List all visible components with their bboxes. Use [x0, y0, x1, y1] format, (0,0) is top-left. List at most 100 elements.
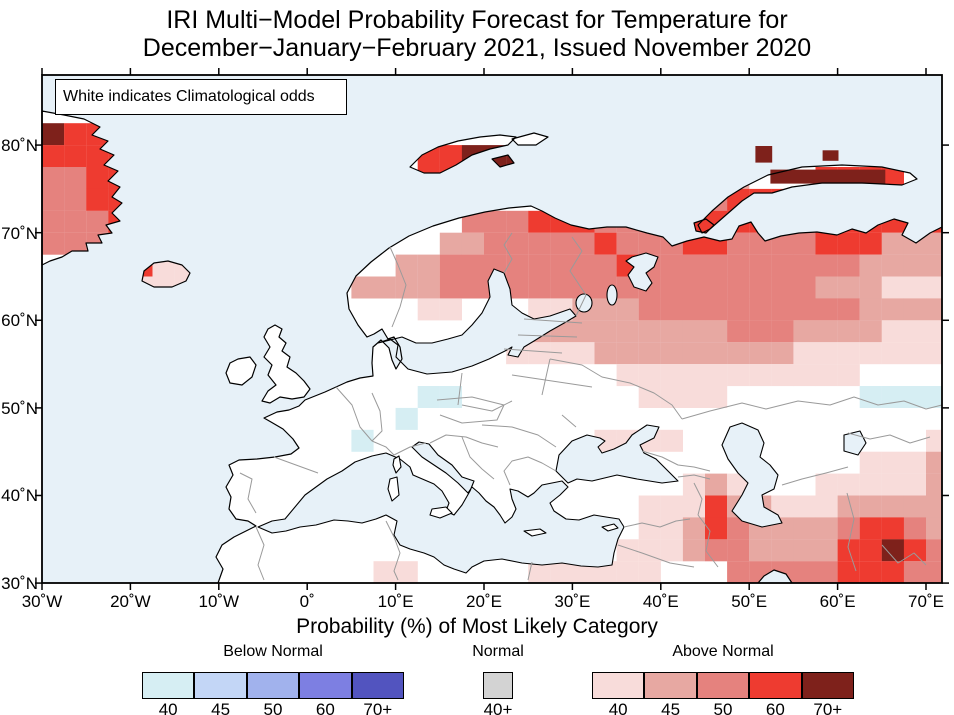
- corsica-island: [392, 455, 402, 474]
- probability-cell: [815, 473, 838, 496]
- x-tick-label: 70˚E: [908, 592, 944, 611]
- probability-cell: [815, 298, 838, 321]
- probability-cell: [926, 473, 942, 496]
- probability-cell: [771, 254, 794, 277]
- arctic-island-cell: [770, 169, 886, 184]
- probability-cell: [837, 517, 860, 540]
- probability-cell: [749, 254, 772, 277]
- probability-cell: [638, 232, 661, 255]
- probability-cell: [64, 232, 87, 255]
- probability-cell: [572, 254, 595, 277]
- probability-cell: [859, 320, 882, 343]
- probability-cell: [682, 298, 706, 321]
- probability-cell: [903, 276, 927, 299]
- probability-cell: [926, 320, 942, 343]
- probability-cell: [638, 495, 661, 518]
- map-canvas: [35, 68, 949, 590]
- probability-cell: [461, 276, 485, 299]
- probability-cell: [815, 276, 838, 299]
- probability-cell: [859, 298, 882, 321]
- probability-cell: [793, 276, 816, 299]
- probability-cell: [793, 254, 816, 277]
- probability-cell: [638, 539, 661, 562]
- probability-cell: [793, 298, 816, 321]
- probability-cell: [64, 123, 87, 146]
- probability-cell: [616, 320, 639, 343]
- probability-cell: [705, 386, 728, 408]
- probability-cell: [837, 298, 860, 321]
- probability-cell: [660, 276, 683, 299]
- probability-cell: [528, 276, 551, 299]
- probability-cell: [395, 561, 418, 583]
- probability-cell: [815, 495, 838, 518]
- legend-group-name: Normal: [472, 643, 524, 660]
- probability-cell: [793, 342, 816, 365]
- probability-cell: [815, 254, 838, 277]
- legend-swatch-label: 50: [263, 700, 283, 715]
- arctic-island-cell: [755, 146, 773, 163]
- probability-cell: [881, 495, 904, 518]
- probability-cell: [837, 320, 860, 343]
- probability-cell: [771, 298, 794, 321]
- probability-cell: [64, 210, 87, 233]
- probability-cell: [417, 386, 440, 408]
- y-tick-label: 80˚N: [1, 136, 38, 156]
- probability-cell: [749, 298, 772, 321]
- probability-cell: [42, 210, 65, 233]
- probability-cell: [373, 561, 396, 583]
- legend-swatch-b3: [246, 672, 300, 699]
- legend-swatch-label: 45: [211, 700, 231, 715]
- country-borders: [239, 232, 943, 581]
- probability-cell: [903, 473, 927, 496]
- probability-cell: [793, 320, 816, 343]
- probability-cell: [749, 342, 772, 365]
- legend-swatch-b4: [299, 672, 352, 699]
- legend-swatch-b5: [351, 672, 404, 699]
- probability-cell: [64, 145, 87, 168]
- y-tick-label: 70˚N: [1, 223, 38, 243]
- probability-cell: [660, 517, 683, 540]
- legend-swatch-a4: [749, 672, 802, 699]
- probability-cell: [705, 320, 728, 343]
- probability-cell: [42, 188, 65, 211]
- probability-cell: [926, 517, 942, 540]
- probability-cell: [903, 495, 927, 518]
- probability-cell: [837, 276, 860, 299]
- probability-cell: [926, 451, 942, 474]
- probability-cell: [881, 298, 904, 321]
- probability-cell: [417, 276, 440, 299]
- probability-cell: [705, 276, 728, 299]
- legend-group-name: Below Normal: [223, 643, 323, 660]
- probability-cell: [373, 276, 396, 299]
- x-tick-label: 20˚E: [466, 592, 502, 611]
- legend-swatch-b1: [142, 672, 195, 699]
- probability-cell: [881, 561, 904, 583]
- probability-cell: [42, 232, 65, 255]
- probability-cell: [815, 561, 838, 583]
- probability-cell: [793, 561, 816, 583]
- probability-cell: [903, 539, 927, 562]
- probability-cell: [594, 254, 617, 277]
- probability-cell: [859, 342, 882, 365]
- y-tick-label: 50˚N: [1, 398, 38, 418]
- probability-cell: [859, 473, 882, 496]
- probability-cell: [616, 232, 639, 255]
- probability-cell: [528, 232, 551, 255]
- probability-cell: [616, 561, 639, 583]
- probability-cell: [815, 342, 838, 365]
- probability-cell: [86, 210, 109, 233]
- med-islands: [387, 455, 619, 537]
- probability-cell: [42, 145, 65, 168]
- probability-cell: [727, 517, 750, 540]
- legend-swatch-label: 40: [158, 700, 178, 715]
- probability-cell: [859, 539, 882, 562]
- probability-cell: [528, 342, 551, 365]
- probability-cell: [859, 254, 882, 277]
- probability-cell: [793, 517, 816, 540]
- probability-cell: [660, 429, 683, 452]
- x-tick-label: 20˚W: [110, 592, 151, 611]
- probability-cell: [926, 276, 942, 299]
- probability-cell: [926, 561, 942, 583]
- y-tick-label: 40˚N: [1, 486, 38, 506]
